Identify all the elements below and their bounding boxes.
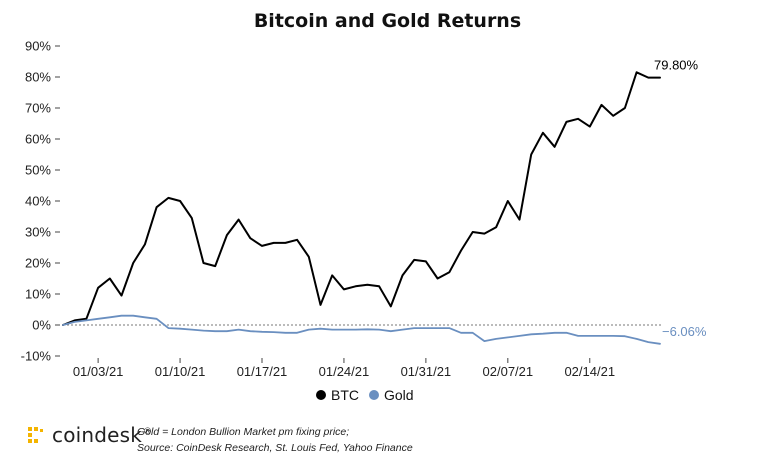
series-line-btc [62,71,661,326]
y-tick-label-6: 50% [25,163,51,178]
legend-label-gold: Gold [384,387,414,403]
footnote-line-1: Gold = London Bullion Market pm fixing p… [137,426,350,438]
y-tick-label-0: -10% [21,349,52,364]
x-tick-label-2: 01/17/21 [237,364,288,379]
y-tick-label-1: 0% [32,318,51,333]
legend-item-gold: Gold [369,387,414,403]
y-tick-label-5: 40% [25,194,51,209]
y-tick-label-7: 60% [25,132,51,147]
brand-name: coindesk [52,423,143,447]
x-tick-label-5: 02/07/21 [483,364,534,379]
x-tick-label-4: 01/31/21 [401,364,452,379]
source-footnote: Gold = London Bullion Market pm fixing p… [137,424,413,456]
end-label-btc: 79.80% [654,58,699,73]
coindesk-wordmark: coindesk® [52,423,152,447]
y-tick-label-2: 10% [25,287,51,302]
coindesk-logo: coindesk® [26,423,152,447]
chart-title: Bitcoin and Gold Returns [253,10,522,32]
y-tick-label-8: 70% [25,101,51,116]
y-tick-label-10: 90% [25,39,51,54]
x-tick-label-6: 02/14/21 [564,364,615,379]
x-tick-label-3: 01/24/21 [319,364,370,379]
legend-label-btc: BTC [331,387,359,403]
y-tick-label-4: 30% [25,225,51,240]
brand-registered-mark: ® [143,427,153,438]
x-tick-label-1: 01/10/21 [155,364,206,379]
chart-legend: BTC Gold [316,387,414,403]
legend-dot-btc [316,390,326,400]
y-tick-label-9: 80% [25,70,51,85]
y-tick-label-3: 20% [25,256,51,271]
end-label-gold: −6.06% [662,324,707,339]
footnote-line-2: Source: CoinDesk Research, St. Louis Fed… [137,442,413,454]
legend-item-btc: BTC [316,387,359,403]
coindesk-mark-icon [28,427,43,443]
legend-dot-gold [369,390,379,400]
x-tick-label-0: 01/03/21 [73,364,124,379]
series-line-gold [62,314,661,345]
